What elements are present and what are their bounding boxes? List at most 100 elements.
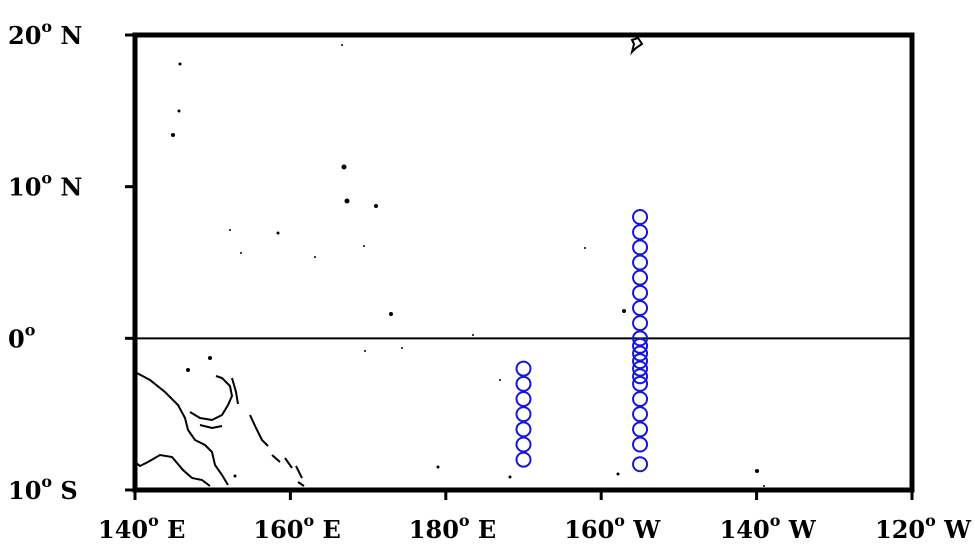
station-marker xyxy=(632,239,649,256)
station-marker xyxy=(632,284,649,301)
station-marker xyxy=(632,456,649,473)
island-dot xyxy=(177,109,181,113)
lon-tick-label: 140o E xyxy=(98,511,185,544)
island-dot xyxy=(344,198,350,204)
small-islands xyxy=(171,44,765,487)
island-dot xyxy=(186,368,190,372)
lon-label-degree: o xyxy=(459,511,470,530)
lon-label-degree: o xyxy=(304,511,315,530)
axis-ticks xyxy=(125,33,914,500)
island-dot xyxy=(229,229,231,231)
coastline-bougainville xyxy=(249,414,269,447)
island-dot xyxy=(374,204,378,208)
station-marker xyxy=(632,360,649,377)
island-dot xyxy=(584,247,586,249)
island-dot xyxy=(233,474,237,478)
station-marker xyxy=(515,451,532,468)
island-dot xyxy=(499,379,501,381)
island-dot xyxy=(276,231,280,235)
island-dot xyxy=(208,356,212,360)
lat-label-hemisphere: N xyxy=(52,173,82,202)
lon-label-hemisphere: E xyxy=(159,515,186,544)
lat-label-degree: o xyxy=(25,320,36,339)
lon-label-hemisphere: W xyxy=(780,515,816,544)
lat-label-hemisphere: S xyxy=(52,476,78,505)
coastline-hawaii xyxy=(630,36,644,56)
lat-label-number: 10 xyxy=(8,173,41,202)
lon-label-degree: o xyxy=(614,511,625,530)
lon-label-hemisphere: E xyxy=(470,515,497,544)
station-marker xyxy=(632,269,649,286)
lon-label-number: 140 xyxy=(720,515,770,544)
island-dot xyxy=(363,245,365,247)
island-dot xyxy=(616,472,620,476)
lat-label-degree: o xyxy=(41,17,52,36)
island-dot xyxy=(364,350,366,352)
station-markers xyxy=(515,209,649,473)
lat-tick-label: 20o N xyxy=(8,17,82,50)
island-dot xyxy=(401,347,403,349)
lon-label-hemisphere: W xyxy=(936,515,972,544)
coastline-new-guinea xyxy=(134,371,229,487)
island-dot xyxy=(763,485,765,487)
island-dot xyxy=(314,256,316,258)
lat-tick-label: 0o xyxy=(8,320,36,353)
map-frame xyxy=(132,32,915,493)
lon-label-hemisphere: W xyxy=(625,515,661,544)
island-dot xyxy=(341,164,347,170)
lat-label-hemisphere: N xyxy=(52,21,82,50)
station-marker xyxy=(632,337,649,354)
station-marker xyxy=(632,224,649,241)
station-marker xyxy=(515,406,532,423)
lon-label-number: 160 xyxy=(564,515,614,544)
island-dot xyxy=(171,133,175,137)
coastline-new-britain xyxy=(189,375,234,430)
station-marker xyxy=(632,436,649,453)
lon-tick-label: 160o W xyxy=(564,511,661,544)
station-marker xyxy=(632,353,649,370)
island-dot xyxy=(472,334,474,336)
island-dot xyxy=(755,469,759,473)
island-dot xyxy=(240,252,242,254)
station-marker xyxy=(632,209,649,225)
station-marker xyxy=(632,421,649,438)
lat-label-degree: o xyxy=(41,472,52,491)
station-marker xyxy=(632,330,649,347)
lon-tick-label: 180o E xyxy=(409,511,496,544)
island-dot xyxy=(436,465,440,469)
station-marker xyxy=(632,391,649,407)
station-marker xyxy=(632,368,649,385)
lon-label-degree: o xyxy=(148,511,159,530)
station-marker xyxy=(632,254,649,271)
coastline-new-ireland xyxy=(231,377,239,405)
lon-label-degree: o xyxy=(770,511,781,530)
station-marker xyxy=(632,375,649,392)
lat-label-number: 20 xyxy=(8,21,41,50)
island-dot xyxy=(341,44,343,46)
station-marker xyxy=(515,360,532,377)
lon-label-number: 140 xyxy=(98,515,148,544)
lon-tick-label: 120o W xyxy=(875,511,972,544)
station-marker xyxy=(515,421,532,438)
station-marker xyxy=(515,375,532,392)
lon-tick-label: 140o W xyxy=(720,511,817,544)
lon-label-number: 120 xyxy=(875,515,925,544)
lat-label-degree: o xyxy=(41,169,52,188)
station-marker xyxy=(632,406,649,423)
lon-label-number: 180 xyxy=(409,515,459,544)
station-marker xyxy=(632,345,649,362)
island-dot xyxy=(389,312,393,316)
coastline-solomons xyxy=(271,454,305,487)
lon-label-number: 160 xyxy=(253,515,303,544)
island-dot xyxy=(178,62,182,66)
lat-label-number: 0 xyxy=(8,324,25,353)
lat-tick-label: 10o S xyxy=(8,472,78,505)
lon-tick-label: 160o E xyxy=(253,511,340,544)
lon-label-degree: o xyxy=(925,511,936,530)
island-dot xyxy=(508,475,512,479)
station-marker xyxy=(632,300,649,316)
station-marker xyxy=(515,391,532,407)
lon-label-hemisphere: E xyxy=(314,515,341,544)
